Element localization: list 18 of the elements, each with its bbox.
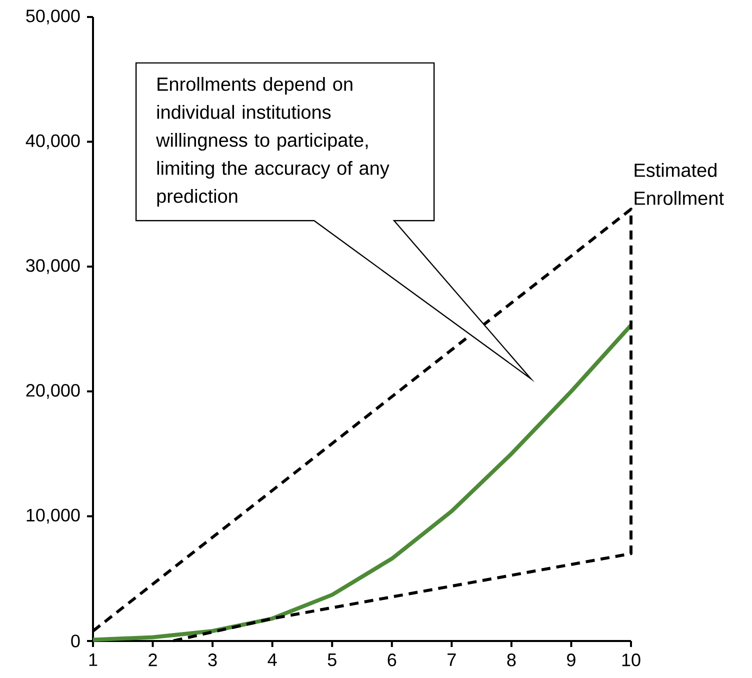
x-tick-label: 9	[567, 654, 576, 666]
y-tick-label: 0	[71, 634, 80, 648]
x-tick-label: 2	[148, 654, 157, 666]
x-tick-label: 6	[388, 654, 396, 666]
y-tick-label: 50,000	[26, 10, 80, 24]
x-tick-label: 7	[448, 654, 456, 666]
x-tick-label: 10	[622, 654, 640, 666]
series-label: Estimated Enrollment	[634, 163, 724, 205]
x-tick-label: 5	[328, 654, 336, 666]
x-tick-label: 8	[507, 654, 516, 666]
y-tick-label: 10,000	[26, 508, 80, 524]
x-tick-label: 1	[89, 654, 98, 666]
y-tick-label: 30,000	[26, 259, 80, 274]
y-tick-label: 40,000	[26, 134, 80, 150]
y-tick-label: 20,000	[26, 384, 80, 399]
x-tick-label: 4	[268, 654, 277, 666]
annotation: Enrollments depend on individual institutions willingness to participate, limiting the accuracy of any prediction	[156, 76, 390, 207]
x-tick-label: 3	[208, 654, 217, 666]
